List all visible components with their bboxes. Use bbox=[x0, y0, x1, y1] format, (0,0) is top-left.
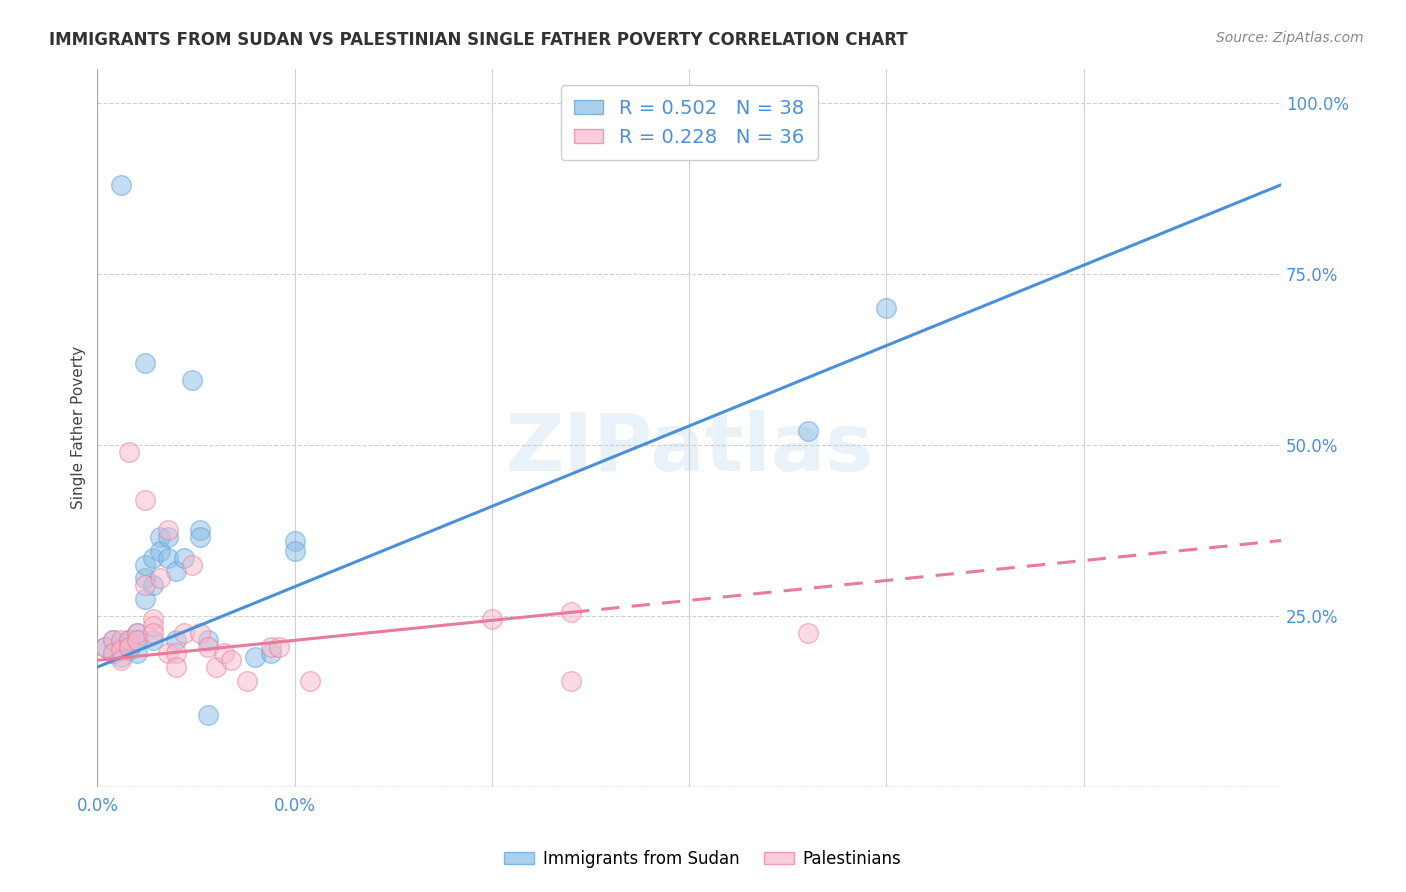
Text: IMMIGRANTS FROM SUDAN VS PALESTINIAN SINGLE FATHER POVERTY CORRELATION CHART: IMMIGRANTS FROM SUDAN VS PALESTINIAN SIN… bbox=[49, 31, 908, 49]
Point bbox=[134, 558, 156, 572]
Point bbox=[157, 530, 180, 544]
Point bbox=[243, 649, 266, 664]
Point bbox=[118, 632, 141, 647]
Point bbox=[101, 647, 124, 661]
Point bbox=[221, 653, 243, 667]
Point bbox=[260, 640, 283, 654]
Point bbox=[110, 632, 132, 647]
Legend: R = 0.502   N = 38, R = 0.228   N = 36: R = 0.502 N = 38, R = 0.228 N = 36 bbox=[561, 86, 818, 161]
Point bbox=[101, 647, 124, 661]
Point bbox=[142, 578, 165, 592]
Point bbox=[110, 653, 132, 667]
Point bbox=[267, 640, 290, 654]
Point bbox=[134, 356, 156, 370]
Point bbox=[796, 626, 818, 640]
Point bbox=[173, 550, 195, 565]
Y-axis label: Single Father Poverty: Single Father Poverty bbox=[72, 346, 86, 509]
Point bbox=[875, 301, 897, 315]
Point bbox=[134, 591, 156, 606]
Point bbox=[560, 673, 582, 688]
Point bbox=[181, 558, 204, 572]
Point bbox=[260, 647, 283, 661]
Point bbox=[197, 708, 219, 723]
Point bbox=[94, 640, 117, 654]
Point bbox=[110, 649, 132, 664]
Point bbox=[118, 444, 141, 458]
Point bbox=[142, 632, 165, 647]
Point bbox=[197, 640, 219, 654]
Point bbox=[165, 647, 187, 661]
Point bbox=[165, 565, 187, 579]
Point bbox=[157, 647, 180, 661]
Point bbox=[142, 550, 165, 565]
Point bbox=[110, 636, 132, 650]
Point bbox=[560, 606, 582, 620]
Point bbox=[134, 571, 156, 585]
Point bbox=[188, 524, 211, 538]
Point bbox=[101, 632, 124, 647]
Point bbox=[94, 640, 117, 654]
Legend: Immigrants from Sudan, Palestinians: Immigrants from Sudan, Palestinians bbox=[498, 844, 908, 875]
Point bbox=[188, 530, 211, 544]
Point bbox=[142, 619, 165, 633]
Point bbox=[134, 492, 156, 507]
Point bbox=[118, 636, 141, 650]
Point bbox=[204, 660, 226, 674]
Point bbox=[101, 632, 124, 647]
Point bbox=[149, 571, 172, 585]
Point bbox=[284, 544, 307, 558]
Point bbox=[110, 643, 132, 657]
Point bbox=[149, 530, 172, 544]
Point bbox=[299, 673, 322, 688]
Point bbox=[212, 647, 235, 661]
Point bbox=[165, 660, 187, 674]
Point bbox=[110, 640, 132, 654]
Point bbox=[236, 673, 259, 688]
Point bbox=[165, 632, 187, 647]
Point bbox=[181, 373, 204, 387]
Point bbox=[110, 178, 132, 192]
Point bbox=[188, 626, 211, 640]
Point bbox=[125, 626, 148, 640]
Point bbox=[118, 640, 141, 654]
Point bbox=[134, 578, 156, 592]
Point bbox=[284, 533, 307, 548]
Point bbox=[197, 632, 219, 647]
Point bbox=[173, 626, 195, 640]
Point bbox=[118, 632, 141, 647]
Point bbox=[125, 647, 148, 661]
Point bbox=[125, 632, 148, 647]
Point bbox=[118, 643, 141, 657]
Point bbox=[142, 612, 165, 626]
Point bbox=[481, 612, 503, 626]
Point bbox=[796, 424, 818, 438]
Point bbox=[125, 626, 148, 640]
Point bbox=[149, 544, 172, 558]
Text: ZIPatlas: ZIPatlas bbox=[505, 410, 873, 488]
Point bbox=[142, 626, 165, 640]
Point bbox=[157, 550, 180, 565]
Point bbox=[157, 524, 180, 538]
Point bbox=[125, 632, 148, 647]
Text: Source: ZipAtlas.com: Source: ZipAtlas.com bbox=[1216, 31, 1364, 45]
